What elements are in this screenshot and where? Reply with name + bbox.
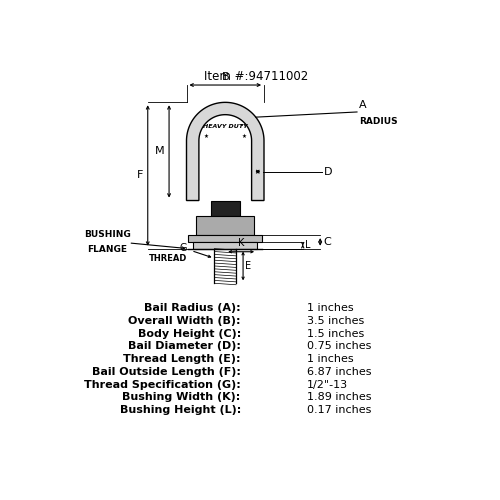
Text: Bushing Width (K):: Bushing Width (K): bbox=[122, 392, 241, 402]
Text: Item #:94711002: Item #:94711002 bbox=[204, 70, 308, 82]
Bar bbox=[196, 216, 254, 235]
Text: F: F bbox=[136, 170, 143, 180]
Text: Bail Diameter (D):: Bail Diameter (D): bbox=[128, 342, 241, 351]
Text: 3.5 inches: 3.5 inches bbox=[306, 316, 364, 326]
Text: Overall Width (B):: Overall Width (B): bbox=[128, 316, 241, 326]
Text: RADIUS: RADIUS bbox=[359, 116, 398, 126]
Polygon shape bbox=[186, 102, 264, 200]
Bar bbox=[194, 242, 257, 248]
Text: C: C bbox=[324, 237, 331, 247]
Text: Thread Specification (G):: Thread Specification (G): bbox=[84, 380, 241, 390]
Text: Bail Outside Length (F):: Bail Outside Length (F): bbox=[92, 367, 241, 377]
Text: D: D bbox=[324, 166, 332, 176]
Text: BUSHING: BUSHING bbox=[84, 230, 130, 239]
Text: Bushing Height (L):: Bushing Height (L): bbox=[120, 405, 241, 415]
Text: G: G bbox=[180, 243, 188, 253]
Text: 1/2"-13: 1/2"-13 bbox=[306, 380, 348, 390]
Text: 0.75 inches: 0.75 inches bbox=[306, 342, 371, 351]
Bar bbox=[210, 200, 240, 216]
Text: L: L bbox=[305, 240, 310, 250]
Text: M: M bbox=[155, 146, 164, 156]
Text: 1 inches: 1 inches bbox=[306, 304, 353, 314]
Text: HEAVY DUTY: HEAVY DUTY bbox=[203, 124, 248, 129]
Text: A: A bbox=[359, 100, 366, 110]
Text: ★: ★ bbox=[204, 134, 208, 138]
Text: Bail Radius (A):: Bail Radius (A): bbox=[144, 304, 241, 314]
Bar bbox=[188, 235, 262, 242]
Text: Body Height (C):: Body Height (C): bbox=[138, 328, 241, 338]
Text: 0.17 inches: 0.17 inches bbox=[306, 405, 371, 415]
Text: 1 inches: 1 inches bbox=[306, 354, 353, 364]
Text: •: • bbox=[240, 124, 244, 130]
Text: 1.89 inches: 1.89 inches bbox=[306, 392, 371, 402]
Text: THREAD: THREAD bbox=[149, 254, 188, 263]
Text: E: E bbox=[245, 261, 251, 271]
Text: FLANGE: FLANGE bbox=[87, 245, 127, 254]
Text: K: K bbox=[238, 238, 244, 248]
Text: 1.5 inches: 1.5 inches bbox=[306, 328, 364, 338]
Text: Thread Length (E):: Thread Length (E): bbox=[123, 354, 241, 364]
Text: 6.87 inches: 6.87 inches bbox=[306, 367, 371, 377]
Text: ★: ★ bbox=[242, 134, 246, 138]
Text: B: B bbox=[222, 72, 229, 82]
